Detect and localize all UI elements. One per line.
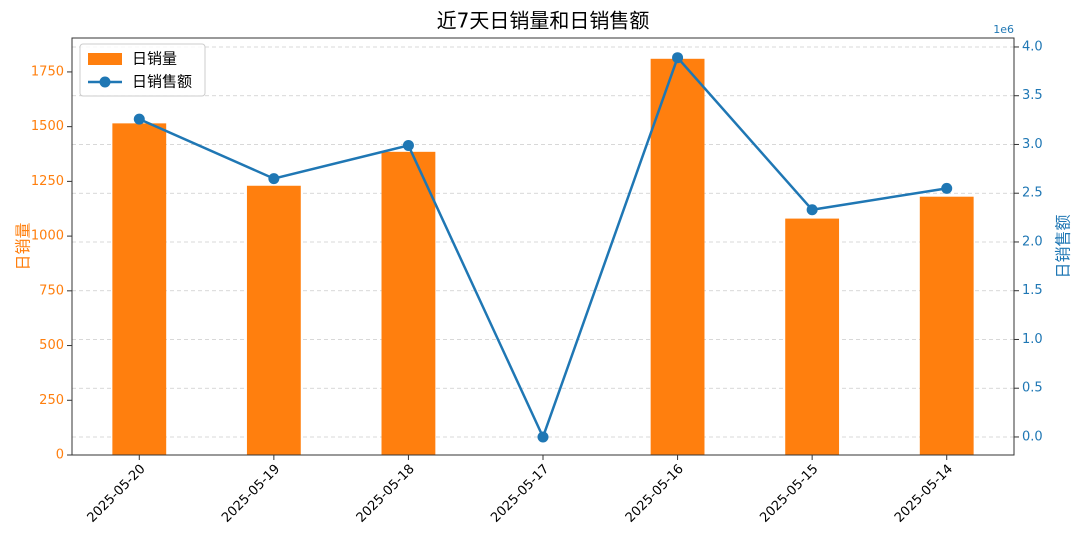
plot-frame [71, 37, 1015, 456]
line-point [672, 52, 684, 64]
y-tick-label: 250 [39, 393, 64, 408]
y2-tick-label: 2.0 [1022, 234, 1043, 249]
chart-title: 近7天日销量和日销售额 [437, 9, 650, 33]
line-point [133, 113, 145, 125]
legend-label: 日销售额 [132, 73, 192, 91]
y2-tick-label: 1.5 [1022, 283, 1043, 298]
bar [785, 218, 840, 455]
legend-swatch [88, 53, 122, 65]
x-tick-label: 2025-05-15 [757, 462, 821, 526]
y-tick-label: 1750 [31, 64, 64, 79]
line-point [402, 139, 414, 151]
x-tick-label: 2025-05-19 [219, 462, 283, 526]
y-tick-label: 750 [39, 283, 64, 298]
y2-axis-title: 日销售额 [1054, 214, 1073, 278]
y2-tick-label: 0.0 [1022, 429, 1043, 444]
legend-swatch [99, 76, 111, 88]
y2-tick-label: 3.5 [1022, 88, 1043, 103]
y2-tick-label: 0.5 [1022, 381, 1043, 396]
y-tick-label: 1500 [31, 119, 64, 134]
bar [246, 185, 301, 455]
line-point [268, 173, 280, 185]
y-axis-title: 日销量 [14, 222, 33, 270]
bar [112, 123, 167, 455]
y2-tick-label: 1.0 [1022, 332, 1043, 347]
y2-tick-label: 2.5 [1022, 186, 1043, 201]
y-tick-label: 500 [39, 338, 64, 353]
bar [650, 58, 705, 455]
line-point [941, 182, 953, 194]
x-tick-label: 2025-05-20 [85, 462, 149, 526]
bar [919, 196, 974, 455]
y-tick-label: 0 [56, 448, 64, 463]
y2-scale-text: 1e6 [993, 23, 1014, 36]
legend-label: 日销量 [132, 50, 177, 68]
line-point [806, 204, 818, 216]
y-tick-label: 1250 [31, 174, 64, 189]
x-tick-label: 2025-05-16 [623, 462, 687, 526]
x-tick-label: 2025-05-18 [354, 462, 418, 526]
y2-tick-label: 4.0 [1022, 39, 1043, 54]
line-point [537, 431, 549, 443]
x-tick-label: 2025-05-17 [488, 462, 552, 526]
x-tick-label: 2025-05-14 [892, 462, 956, 526]
y2-tick-label: 3.0 [1022, 137, 1043, 152]
bar [381, 151, 436, 455]
y-tick-label: 1000 [31, 229, 64, 244]
